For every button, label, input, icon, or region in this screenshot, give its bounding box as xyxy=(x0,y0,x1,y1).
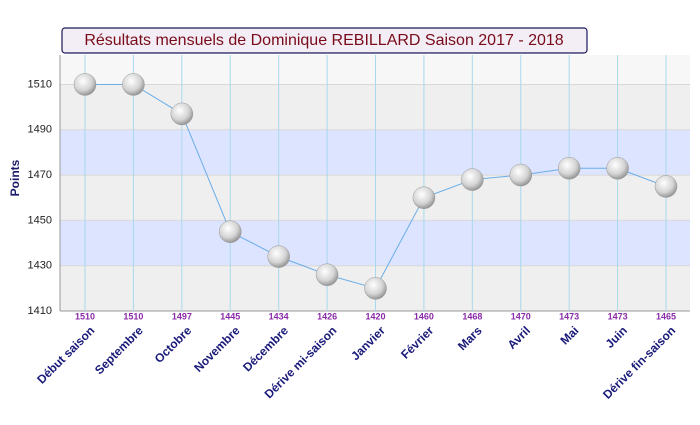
y-tick-label: 1430 xyxy=(28,260,52,272)
value-label: 1473 xyxy=(608,311,628,321)
point xyxy=(122,73,145,96)
x-tick-label: Juin xyxy=(603,323,630,350)
y-axis-title: Points xyxy=(8,159,22,196)
value-label: 1497 xyxy=(172,311,192,321)
point xyxy=(606,157,629,180)
x-tick-label: Janvier xyxy=(348,323,388,363)
x-tick-label: Octobre xyxy=(152,323,195,366)
value-label: 1460 xyxy=(414,311,434,321)
point xyxy=(73,73,97,96)
value-label: 1510 xyxy=(75,311,95,321)
y-tick-label: 1450 xyxy=(28,214,52,226)
point xyxy=(461,168,484,191)
x-tick-label: Septembre xyxy=(92,323,146,377)
value-label: 1465 xyxy=(656,311,676,321)
point xyxy=(267,245,290,268)
title-box xyxy=(61,27,588,54)
x-tick-label: Début saison xyxy=(34,323,97,386)
chart-title: Résultats mensuels de Dominique REBILLAR… xyxy=(84,32,563,49)
y-tick-label: 1510 xyxy=(28,78,52,90)
value-label: 1426 xyxy=(317,311,337,321)
value-label: 1468 xyxy=(462,311,482,321)
value-label: 1420 xyxy=(365,311,385,321)
point xyxy=(315,263,339,287)
point xyxy=(509,163,532,187)
point xyxy=(170,102,194,126)
value-label: 1470 xyxy=(511,311,531,321)
y-tick-label: 1470 xyxy=(28,169,52,181)
y-tick-label: 1490 xyxy=(28,124,52,136)
value-label: 1445 xyxy=(220,311,240,321)
point xyxy=(557,157,581,180)
point xyxy=(364,277,387,300)
point xyxy=(219,220,242,243)
y-tick-label: 1410 xyxy=(28,305,52,317)
x-tick-label: Novembre xyxy=(191,323,243,375)
x-tick-label: Avril xyxy=(505,323,533,351)
point xyxy=(412,186,436,209)
x-tick-label: Décembre xyxy=(240,323,291,374)
x-tick-label: Mars xyxy=(455,323,485,353)
value-label: 1510 xyxy=(123,311,143,321)
point xyxy=(654,175,678,198)
value-label: 1473 xyxy=(559,311,579,321)
x-tick-label: Février xyxy=(398,323,436,361)
value-label: 1434 xyxy=(269,311,289,321)
x-tick-label: Mai xyxy=(557,323,581,347)
